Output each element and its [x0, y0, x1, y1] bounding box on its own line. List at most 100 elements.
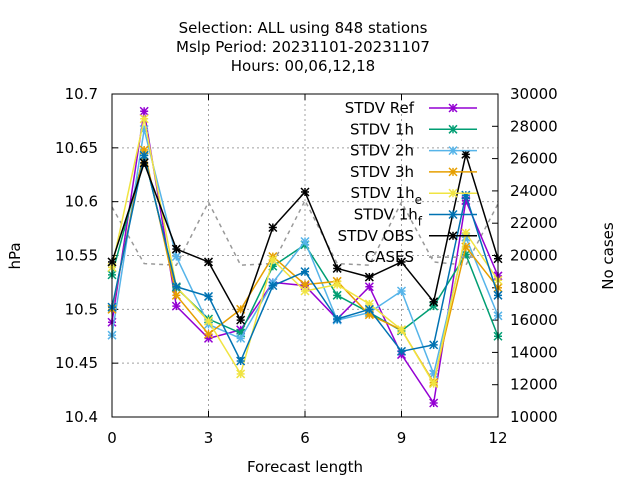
data-point: [332, 280, 342, 290]
y2-tick-label: 20000: [510, 247, 558, 265]
marker-stroke: [448, 209, 458, 220]
marker-stroke: [332, 314, 342, 324]
data-point: [429, 379, 439, 389]
data-point: [171, 244, 181, 254]
y2-tick-label: 16000: [510, 311, 558, 329]
legend-marker: [448, 103, 458, 113]
x-axis-label: Forecast length: [247, 458, 363, 476]
data-point: [396, 325, 407, 335]
marker-stroke: [364, 272, 374, 282]
y2-tick-label: 24000: [510, 182, 558, 200]
marker-stroke: [448, 188, 458, 198]
marker-stroke: [461, 149, 471, 159]
data-point: [332, 263, 342, 273]
data-point: [171, 252, 181, 262]
x-tick-label: 9: [397, 429, 407, 447]
data-point: [139, 158, 149, 168]
marker-stroke: [396, 257, 407, 267]
data-point: [364, 304, 374, 314]
legend-entry: STDV 1hf: [354, 206, 477, 229]
data-point: [139, 114, 149, 124]
marker-stroke: [300, 280, 310, 290]
marker-stroke: [332, 263, 342, 273]
data-point: [268, 222, 278, 233]
marker-stroke: [429, 398, 439, 408]
data-point: [203, 316, 214, 326]
data-point: [300, 187, 310, 197]
legend-label: STDV 1h: [350, 120, 414, 138]
marker-stroke: [429, 379, 439, 389]
marker-stroke: [139, 106, 149, 116]
legend-entry: STDV OBS: [338, 227, 477, 245]
marker-stroke: [139, 150, 149, 160]
x-tick-label: 0: [107, 429, 117, 447]
data-point: [300, 236, 310, 247]
legend-entry: STDV 3h: [350, 163, 477, 181]
data-point: [396, 286, 407, 296]
data-point: [236, 356, 246, 366]
data-point: [300, 267, 310, 277]
plot-border: [111, 93, 499, 418]
marker-stroke: [300, 187, 310, 197]
legend-entry: STDV 1he: [351, 184, 477, 207]
data-point: [236, 315, 246, 325]
data-point: [364, 272, 374, 282]
series-5: [107, 150, 503, 366]
cases-line: [111, 198, 499, 266]
marker-stroke: [448, 231, 458, 241]
x-tick-label: 3: [204, 429, 214, 447]
y-tick-label: 10.55: [55, 247, 98, 265]
legend-label: STDV Ref: [345, 99, 415, 117]
y-tick-label: 10.7: [65, 85, 98, 103]
legend-entry: STDV Ref: [345, 99, 477, 117]
marker-stroke: [203, 257, 214, 267]
y2-tick-label: 26000: [510, 150, 558, 168]
data-point: [236, 333, 246, 343]
marker-stroke: [364, 304, 374, 314]
y-tick-label: 10.45: [55, 354, 98, 372]
marker-stroke: [139, 158, 149, 168]
marker-stroke: [396, 286, 407, 296]
data-point: [268, 255, 278, 265]
marker-stroke: [429, 297, 439, 307]
marker-stroke: [429, 340, 439, 350]
y2-tick-label: 10000: [510, 408, 558, 426]
legend-entry: STDV 1h: [350, 120, 477, 138]
marker-stroke: [203, 291, 214, 301]
legend-marker: [448, 124, 458, 134]
axes: 0 3 6 9 12 10.4 10.45 10.5 10.55 10.6 10.65 10.7 100…: [55, 85, 558, 447]
data-point: [429, 297, 439, 307]
data-point: [236, 369, 246, 379]
marker-stroke: [300, 286, 310, 296]
marker-stroke: [203, 329, 214, 339]
data-point: [171, 301, 181, 311]
legend-marker: [448, 209, 458, 220]
data-point: [139, 150, 149, 160]
y2-tick-label: 30000: [510, 85, 558, 103]
y-tick-label: 10.4: [65, 408, 98, 426]
data-point: [171, 290, 181, 300]
y2-tick-label: 14000: [510, 343, 558, 361]
marker-stroke: [396, 346, 407, 356]
y-tick-label: 10.65: [55, 139, 98, 157]
title-line-3: Hours: 00,06,12,18: [231, 57, 375, 75]
marker-stroke: [268, 255, 278, 265]
data-point: [461, 190, 471, 200]
marker-stroke: [171, 244, 181, 254]
title-line-1: Selection: ALL using 848 stations: [179, 19, 428, 37]
y-tick-label: 10.5: [65, 300, 98, 318]
y2-tick-label: 22000: [510, 214, 558, 232]
y-axis-label: hPa: [6, 242, 24, 269]
data-point: [300, 286, 310, 296]
marker-stroke: [236, 333, 246, 343]
y-tick-label: 10.6: [65, 193, 98, 211]
data-point: [429, 398, 439, 408]
legend-label: STDV 1he: [351, 184, 422, 207]
data-point: [171, 282, 181, 292]
legend-entry: STDV 2h: [350, 142, 477, 160]
legend-marker: [448, 231, 458, 241]
legend-entry: CASES: [365, 248, 477, 266]
data-point: [332, 290, 342, 300]
legend-label: STDV 2h: [350, 142, 414, 160]
